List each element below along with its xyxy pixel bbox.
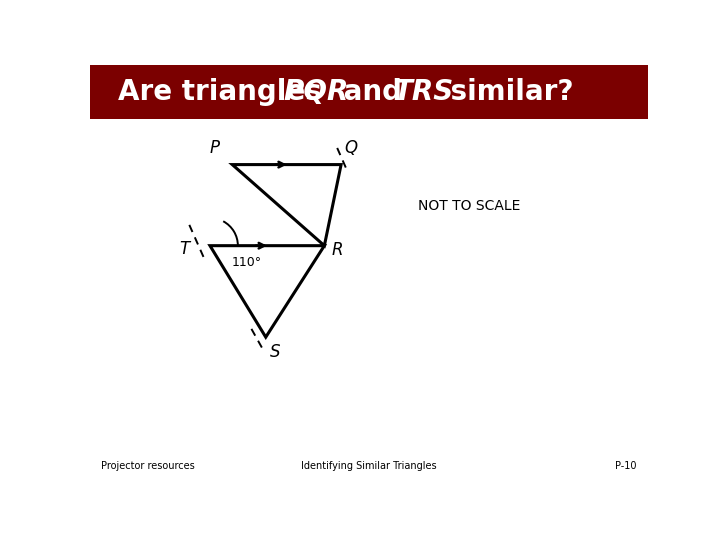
Text: P: P [210,139,220,157]
Text: similar?: similar? [441,78,573,106]
Text: Q: Q [344,139,357,157]
Text: and: and [334,78,412,106]
FancyBboxPatch shape [90,65,648,119]
Text: Are triangles: Are triangles [118,78,331,106]
Text: S: S [270,343,280,361]
Text: P-10: P-10 [616,462,637,471]
Text: Projector resources: Projector resources [101,462,195,471]
Text: TRS: TRS [394,78,454,106]
Text: T: T [179,240,189,258]
Text: R: R [331,241,343,259]
Text: 110°: 110° [231,256,261,269]
Text: NOT TO SCALE: NOT TO SCALE [418,199,521,213]
Text: PQR: PQR [283,78,348,106]
Text: Identifying Similar Triangles: Identifying Similar Triangles [301,462,437,471]
